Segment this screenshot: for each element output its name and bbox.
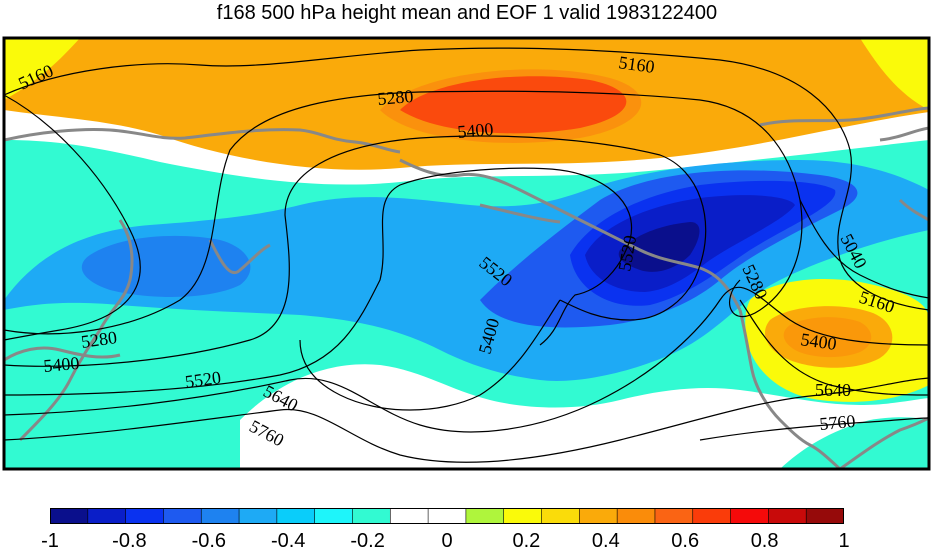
contour-5160-west bbox=[4, 47, 929, 311]
map-plot: 5160 5280 5400 5160 5280 5400 5520 5640 … bbox=[2, 36, 931, 471]
colorbar-cell bbox=[125, 508, 165, 524]
anomaly-core-north bbox=[400, 76, 627, 134]
anomaly-cyan-southwest bbox=[4, 417, 240, 469]
colorbar-tick-labels: -1 -0.8 -0.6 -0.4 -0.2 0 0.2 0.4 0.6 0.8 1 bbox=[0, 530, 934, 558]
height-contours bbox=[4, 47, 929, 463]
contour-label: 5280 bbox=[377, 86, 415, 109]
colorbar-tick-label: 1 bbox=[838, 530, 850, 552]
contour-label: 5640 bbox=[815, 380, 851, 400]
map-frame bbox=[2, 36, 931, 471]
contour-5760 bbox=[4, 377, 929, 463]
colorbar-cell bbox=[314, 508, 354, 524]
contour-5640-east bbox=[739, 299, 929, 396]
anomaly-core-darkest bbox=[618, 222, 700, 272]
colorbar-cell bbox=[276, 508, 316, 524]
contour-5640 bbox=[4, 286, 929, 433]
colorbar-tick-label: 0.2 bbox=[512, 530, 541, 552]
colorbar-tick-label: 0.4 bbox=[591, 530, 620, 552]
colorbar-cell bbox=[579, 508, 618, 524]
colorbar-cell bbox=[50, 508, 89, 524]
colorbar-cell bbox=[805, 508, 844, 524]
anomaly-yellow-west bbox=[4, 38, 80, 100]
anomaly-neutral-south bbox=[240, 364, 929, 469]
colorbar-tick-label: -1 bbox=[41, 530, 59, 552]
colorbar-cell bbox=[654, 508, 694, 524]
anomaly-cyan-south bbox=[780, 417, 929, 469]
colorbar-cell bbox=[692, 508, 732, 524]
colorbar-cell bbox=[541, 508, 581, 524]
colorbar-cell bbox=[616, 508, 656, 524]
contour-5400-mid bbox=[299, 299, 561, 411]
colorbar-tick-label: -0.6 bbox=[191, 530, 227, 552]
map-title: f168 500 hPa height mean and EOF 1 valid… bbox=[216, 2, 718, 24]
colorbar-tick-label: -0.8 bbox=[112, 530, 147, 552]
contour-label: 5280 bbox=[80, 327, 118, 352]
contour-label: 5760 bbox=[819, 411, 857, 434]
anomaly-yellow-east bbox=[860, 38, 929, 110]
colorbar-cell bbox=[238, 508, 278, 524]
contour-5040 bbox=[799, 199, 929, 299]
colorbar-cell bbox=[730, 508, 770, 524]
colorbar-tick-label: 0.8 bbox=[750, 530, 779, 552]
contour-5400 bbox=[4, 135, 707, 367]
contour-label: 5160 bbox=[617, 52, 655, 77]
contour-5280 bbox=[4, 90, 803, 335]
contour-label: 5400 bbox=[457, 119, 495, 142]
contour-5520 bbox=[4, 167, 633, 396]
colorbar-cell bbox=[163, 508, 203, 524]
colorbar-tick-label: 0.6 bbox=[671, 530, 700, 552]
colorbar bbox=[50, 508, 844, 524]
colorbar-cell bbox=[389, 508, 429, 524]
colorbar-cell bbox=[503, 508, 543, 524]
colorbar-tick-label: -0.2 bbox=[350, 530, 385, 552]
contour-label: 5400 bbox=[799, 329, 837, 354]
colorbar-tick-label: -0.4 bbox=[270, 530, 306, 552]
colorbar-tick-label: 0 bbox=[441, 530, 453, 552]
anomaly-orange-east-core bbox=[783, 317, 872, 358]
colorbar-cell bbox=[87, 508, 127, 524]
coastlines bbox=[4, 106, 929, 469]
anomaly-orange-core-inner bbox=[380, 69, 642, 143]
colorbar-cell bbox=[768, 508, 807, 524]
colorbar-cell bbox=[200, 508, 240, 524]
colorbar-cell bbox=[352, 508, 392, 524]
contour-label: 5400 bbox=[43, 353, 81, 376]
contour-label: 5520 bbox=[184, 367, 222, 392]
colorbar-cell bbox=[465, 508, 505, 524]
colorbar-cell bbox=[427, 508, 467, 524]
contour-5760-east bbox=[699, 417, 929, 441]
